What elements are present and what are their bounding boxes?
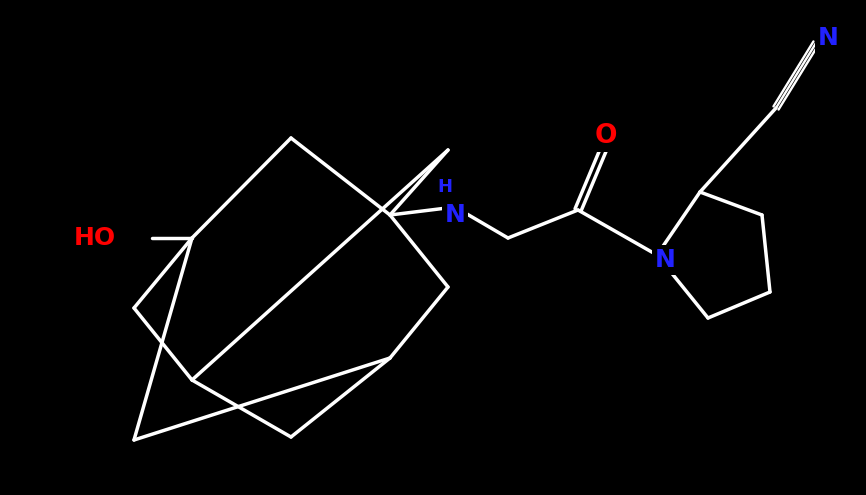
Text: HO: HO — [74, 226, 116, 250]
Text: O: O — [595, 123, 617, 149]
Text: N: N — [818, 26, 838, 50]
Text: N: N — [444, 203, 465, 227]
Text: N: N — [655, 248, 675, 272]
Text: H: H — [437, 178, 453, 196]
